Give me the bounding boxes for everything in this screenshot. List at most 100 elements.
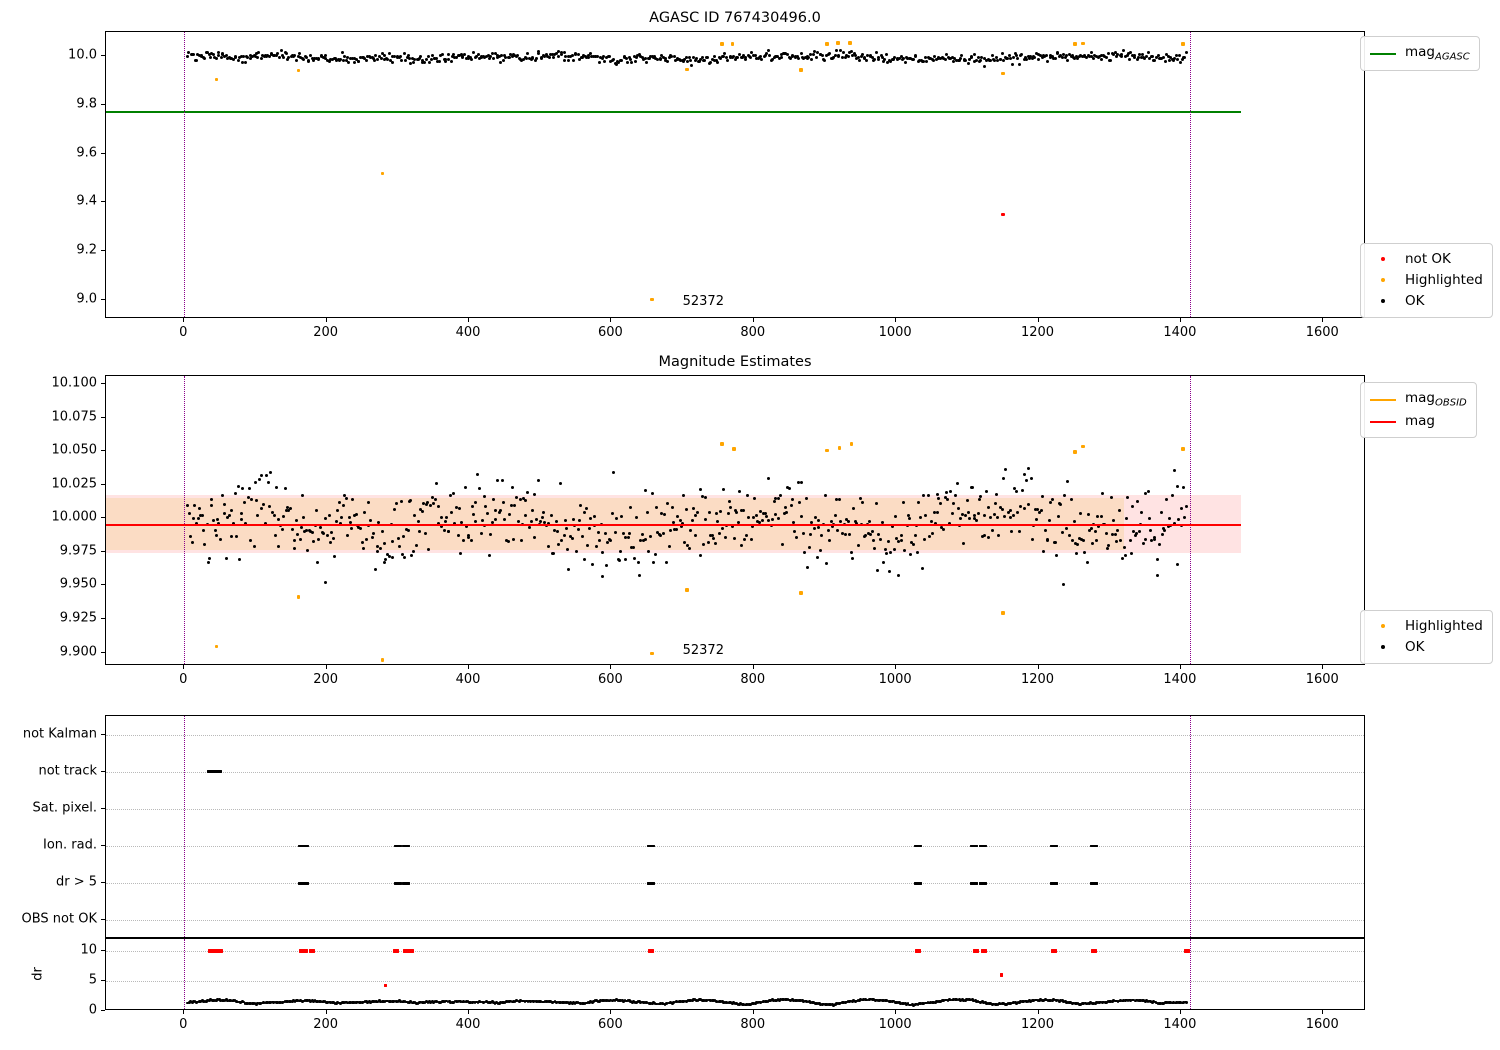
data-point-ok bbox=[1176, 57, 1180, 61]
dr-data-point bbox=[1108, 1000, 1111, 1004]
dr-data-point bbox=[579, 1002, 583, 1005]
dr-data-point bbox=[808, 1000, 811, 1004]
data-point-ok bbox=[1115, 55, 1119, 59]
data-point-ok bbox=[229, 56, 233, 60]
dr-data-point bbox=[275, 1000, 278, 1004]
data-point-ok bbox=[260, 506, 264, 510]
data-point-ok bbox=[366, 500, 370, 504]
data-point-ok bbox=[915, 550, 919, 554]
data-point-ok bbox=[340, 51, 344, 55]
data-point-ok bbox=[820, 533, 824, 537]
data-point-ok bbox=[250, 498, 254, 502]
data-point-ok bbox=[234, 55, 238, 59]
flag-marker bbox=[1095, 881, 1099, 885]
data-point-ok bbox=[691, 506, 695, 510]
dr-data-point bbox=[1110, 999, 1114, 1003]
dr-data-point bbox=[600, 999, 604, 1003]
data-point-ok bbox=[1029, 54, 1033, 58]
data-point-highlighted bbox=[650, 651, 654, 656]
dr-data-point bbox=[422, 1000, 426, 1004]
data-point-ok bbox=[458, 552, 462, 556]
data-point-ok bbox=[1046, 538, 1050, 542]
data-point-ok bbox=[647, 57, 651, 61]
data-point-ok bbox=[854, 57, 858, 60]
data-point-ok bbox=[292, 55, 296, 59]
dr-data-point bbox=[639, 1001, 643, 1005]
data-point-ok bbox=[508, 512, 512, 516]
dr-data-point bbox=[322, 1000, 325, 1004]
data-point-ok bbox=[1061, 583, 1065, 587]
data-point-ok bbox=[609, 538, 613, 542]
data-point-ok bbox=[229, 508, 233, 512]
data-point-ok bbox=[1038, 510, 1042, 514]
dr-data-point bbox=[968, 998, 971, 1002]
dr-data-point bbox=[205, 999, 208, 1003]
legend-label: Highlighted bbox=[1405, 271, 1483, 288]
dr-data-point bbox=[952, 998, 956, 1002]
data-point-ok bbox=[467, 536, 471, 540]
dr-data-point bbox=[1023, 999, 1027, 1003]
dr-data-point bbox=[315, 1000, 318, 1003]
dr-data-point bbox=[547, 1000, 551, 1004]
data-point-ok bbox=[965, 498, 969, 502]
dr-data-point bbox=[296, 998, 300, 1002]
data-point-ok bbox=[1119, 53, 1123, 57]
dr-data-point bbox=[559, 1001, 563, 1004]
data-point-ok bbox=[450, 54, 454, 58]
data-point-ok bbox=[1151, 55, 1155, 59]
ok-dot-swatch bbox=[1381, 645, 1385, 650]
data-point-ok bbox=[420, 509, 424, 513]
data-point-ok bbox=[201, 529, 205, 533]
data-point-ok bbox=[410, 554, 414, 558]
data-point-ok bbox=[1037, 52, 1041, 56]
data-point-ok bbox=[574, 53, 578, 56]
data-point-ok bbox=[638, 539, 642, 543]
data-point-ok bbox=[478, 56, 482, 60]
data-point-ok bbox=[1026, 54, 1030, 58]
mag-reference-line bbox=[106, 524, 1242, 527]
data-point-ok bbox=[1002, 514, 1006, 518]
data-point-ok bbox=[331, 58, 335, 62]
dr-data-point bbox=[1126, 998, 1130, 1002]
data-point-ok bbox=[591, 562, 595, 566]
dr-data-point bbox=[883, 998, 887, 1002]
data-point-ok bbox=[1182, 515, 1186, 519]
dr-data-point bbox=[839, 1001, 843, 1005]
dr-data-point bbox=[959, 998, 963, 1002]
dr-data-point bbox=[695, 999, 698, 1003]
data-point-ok bbox=[479, 531, 483, 535]
dr-data-point bbox=[759, 1001, 763, 1005]
dr-data-point bbox=[463, 1000, 467, 1004]
data-point-ok bbox=[970, 486, 974, 490]
dr-data-point bbox=[399, 1000, 403, 1003]
dr-data-point bbox=[323, 1000, 327, 1003]
data-point-ok bbox=[1123, 55, 1127, 59]
dr-data-point bbox=[530, 999, 534, 1003]
dr-data-point bbox=[918, 1002, 921, 1006]
data-point-ok bbox=[817, 518, 821, 522]
dr-data-point bbox=[970, 998, 974, 1002]
dr-data-point bbox=[627, 999, 631, 1003]
dr-data-point bbox=[1168, 1001, 1171, 1004]
data-point-ok bbox=[706, 540, 710, 544]
dr-data-point bbox=[802, 1000, 806, 1003]
dr-data-point bbox=[735, 1002, 738, 1005]
data-point-ok bbox=[481, 519, 485, 523]
dr-data-point bbox=[766, 999, 770, 1003]
data-point-ok bbox=[914, 533, 918, 537]
data-point-ok bbox=[994, 493, 998, 497]
dr-axis-label: dr bbox=[30, 967, 46, 981]
data-point-ok bbox=[895, 536, 899, 540]
data-point-ok bbox=[783, 505, 787, 509]
data-point-ok bbox=[513, 54, 517, 58]
dr-data-point bbox=[483, 1000, 487, 1004]
data-point-ok bbox=[1088, 55, 1092, 59]
data-point-ok bbox=[745, 534, 749, 538]
data-point-ok bbox=[270, 511, 274, 515]
dr-data-point bbox=[447, 999, 451, 1003]
legend-label: OK bbox=[1405, 292, 1425, 309]
dr-data-point bbox=[360, 1000, 364, 1004]
data-point-ok bbox=[713, 55, 717, 59]
data-point-ok bbox=[1077, 537, 1081, 541]
data-point-ok bbox=[922, 494, 926, 498]
